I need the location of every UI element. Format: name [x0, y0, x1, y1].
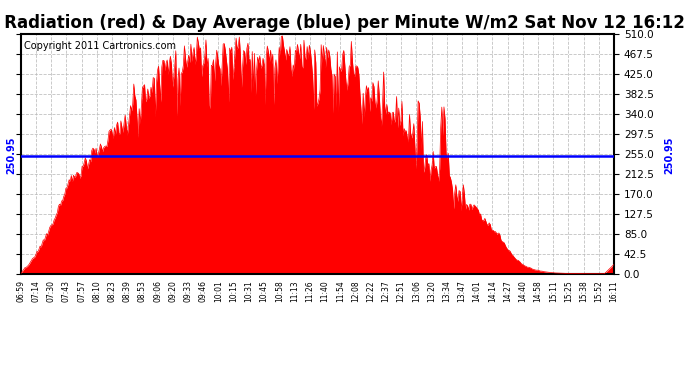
Text: 250.95: 250.95	[664, 137, 675, 174]
Text: 250.95: 250.95	[6, 137, 16, 174]
Title: Solar Radiation (red) & Day Average (blue) per Minute W/m2 Sat Nov 12 16:12: Solar Radiation (red) & Day Average (blu…	[0, 14, 685, 32]
Text: Copyright 2011 Cartronics.com: Copyright 2011 Cartronics.com	[23, 41, 176, 51]
